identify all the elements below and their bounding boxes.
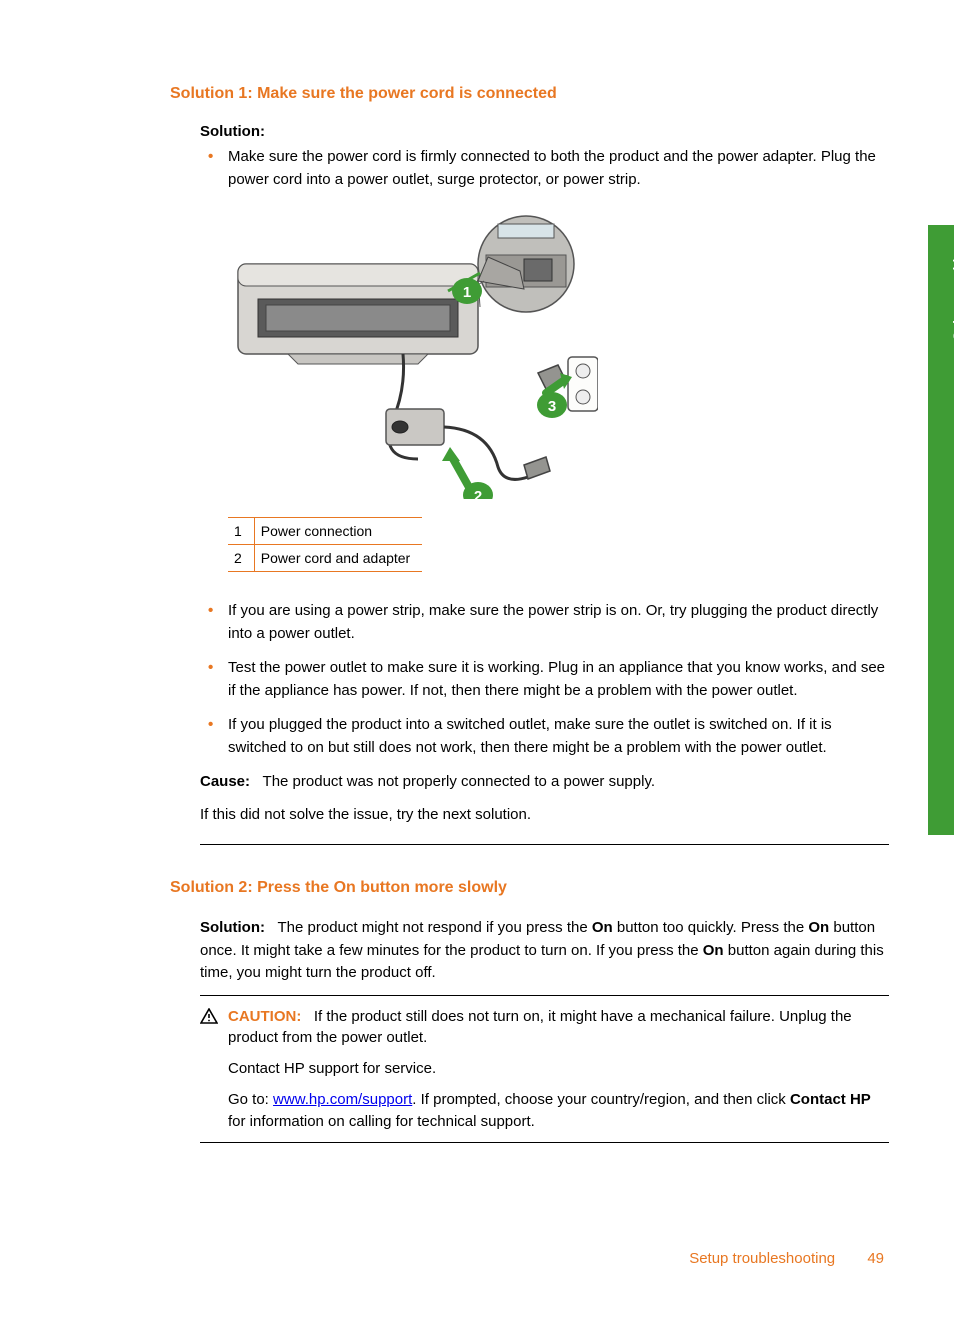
footer-section-title: Setup troubleshooting: [689, 1250, 835, 1267]
list-item: Make sure the power cord is firmly conne…: [200, 146, 889, 191]
table-row: 1 Power connection: [228, 518, 422, 545]
legend-label: Power cord and adapter: [254, 545, 422, 572]
solution1-list-bottom: If you are using a power strip, make sur…: [200, 600, 889, 759]
contact-line: Contact HP support for service.: [228, 1058, 889, 1080]
s2-text-b: button too quickly. Press the: [613, 919, 809, 936]
cause-text: The product was not properly connected t…: [263, 773, 655, 790]
list-item: Test the power outlet to make sure it is…: [200, 657, 889, 702]
list-item: If you plugged the product into a switch…: [200, 714, 889, 759]
legend-num: 1: [228, 518, 254, 545]
on-word: On: [592, 919, 613, 936]
solution1-list-top: Make sure the power cord is firmly conne…: [200, 146, 889, 191]
callout-3: 3: [548, 398, 556, 415]
goto-b: . If prompted, choose your country/regio…: [412, 1091, 790, 1108]
list-item: If you are using a power strip, make sur…: [200, 600, 889, 645]
on-word: On: [703, 942, 724, 959]
callout-1: 1: [463, 284, 471, 301]
page-body: Solution 1: Make sure the power cord is …: [0, 0, 954, 1143]
page-footer: Setup troubleshooting 49: [689, 1250, 884, 1267]
cause-label: Cause:: [200, 773, 250, 790]
caution-top-rule: [200, 995, 889, 996]
cause-line: Cause: The product was not properly conn…: [200, 771, 889, 794]
caution-line1: CAUTION: If the product still does not t…: [228, 1006, 889, 1050]
footer-page-number: 49: [867, 1250, 884, 1267]
divider: [200, 844, 889, 845]
next-solution-line: If this did not solve the issue, try the…: [200, 804, 889, 827]
printer-diagram-svg: 1 2 3: [228, 209, 598, 499]
side-tab-label: Solve a problem: [950, 240, 954, 340]
goto-c: for information on calling for technical…: [228, 1113, 535, 1130]
support-link[interactable]: www.hp.com/support: [273, 1091, 412, 1108]
goto-a: Go to:: [228, 1091, 273, 1108]
caution-bottom-rule: [200, 1142, 889, 1143]
s2-text-a: The product might not respond if you pre…: [278, 919, 592, 936]
callout-2: 2: [474, 488, 482, 499]
solution-label: Solution:: [200, 123, 889, 140]
caution-text: If the product still does not turn on, i…: [228, 1008, 852, 1047]
solution2-heading: Solution 2: Press the On button more slo…: [170, 879, 889, 897]
figure-legend-table: 1 Power connection 2 Power cord and adap…: [228, 517, 422, 572]
legend-num: 2: [228, 545, 254, 572]
caution-triangle-icon: [200, 1008, 218, 1024]
goto-line: Go to: www.hp.com/support. If prompted, …: [228, 1089, 889, 1133]
solution-label: Solution:: [200, 919, 265, 936]
solution2-text: Solution: The product might not respond …: [200, 917, 889, 985]
caution-label: CAUTION:: [228, 1008, 301, 1025]
legend-label: Power connection: [254, 518, 422, 545]
solution1-body: Solution: Make sure the power cord is fi…: [200, 123, 889, 826]
table-row: 2 Power cord and adapter: [228, 545, 422, 572]
caution-box: CAUTION: If the product still does not t…: [200, 1006, 889, 1133]
solution2-body: Solution: The product might not respond …: [200, 917, 889, 985]
solution1-heading: Solution 1: Make sure the power cord is …: [170, 85, 889, 103]
on-word: On: [808, 919, 829, 936]
contact-hp-label: Contact HP: [790, 1091, 871, 1108]
power-connection-figure: 1 2 3: [228, 209, 889, 503]
